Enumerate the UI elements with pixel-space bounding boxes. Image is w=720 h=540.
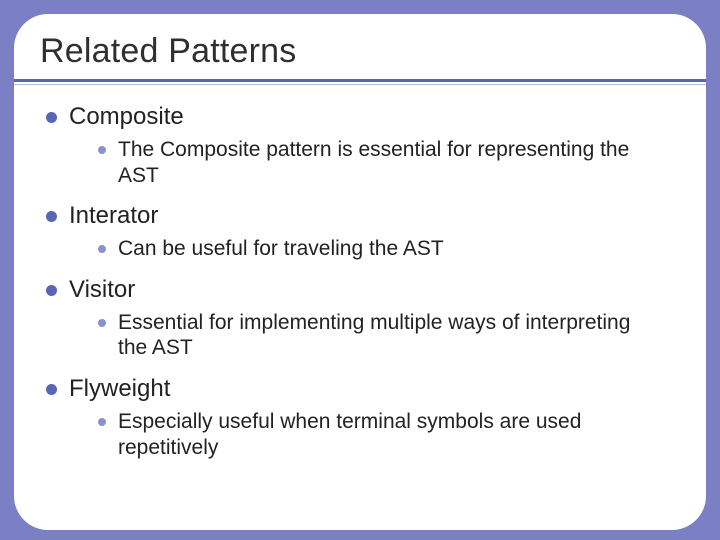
slide-title: Related Patterns <box>40 32 680 71</box>
subbullet-icon <box>98 245 106 253</box>
subitem-label: Essential for implementing multiple ways… <box>118 310 658 361</box>
list-subitem: Especially useful when terminal symbols … <box>98 409 680 460</box>
slide-card: Related Patterns Composite The Composite… <box>14 14 706 530</box>
slide-background: Related Patterns Composite The Composite… <box>0 0 720 540</box>
subitem-label: Especially useful when terminal symbols … <box>118 409 658 460</box>
list-item: Composite <box>46 103 680 131</box>
bullet-icon <box>46 211 57 222</box>
list-subitem: The Composite pattern is essential for r… <box>98 137 680 188</box>
bullet-icon <box>46 384 57 395</box>
list-item: Flyweight <box>46 375 680 403</box>
list-item: Visitor <box>46 276 680 304</box>
item-label: Visitor <box>69 276 135 304</box>
item-label: Interator <box>69 202 158 230</box>
title-rule-thin <box>14 84 706 85</box>
subitem-label: The Composite pattern is essential for r… <box>118 137 658 188</box>
list-subitem: Essential for implementing multiple ways… <box>98 310 680 361</box>
title-rule-main <box>14 79 706 82</box>
subbullet-icon <box>98 418 106 426</box>
subitem-label: Can be useful for traveling the AST <box>118 236 444 262</box>
list-item: Interator <box>46 202 680 230</box>
subbullet-icon <box>98 319 106 327</box>
content-area: Composite The Composite pattern is essen… <box>40 103 680 460</box>
bullet-icon <box>46 285 57 296</box>
item-label: Composite <box>69 103 184 131</box>
subbullet-icon <box>98 146 106 154</box>
bullet-icon <box>46 112 57 123</box>
list-subitem: Can be useful for traveling the AST <box>98 236 680 262</box>
item-label: Flyweight <box>69 375 170 403</box>
